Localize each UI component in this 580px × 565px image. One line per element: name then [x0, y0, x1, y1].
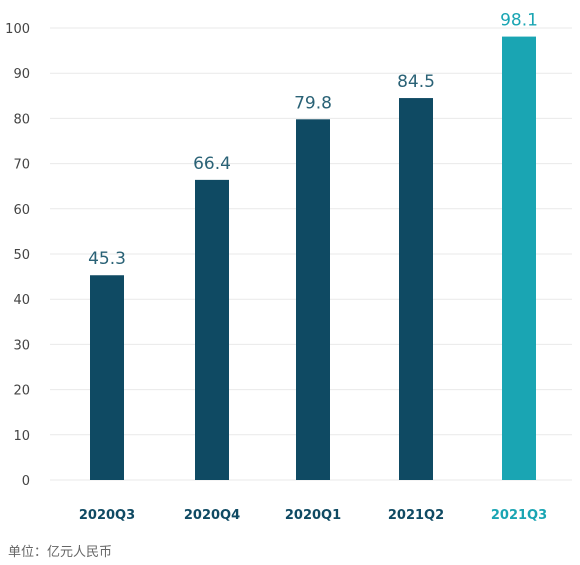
y-tick-label: 10 — [13, 429, 30, 444]
bar — [399, 98, 433, 480]
y-tick-label: 60 — [13, 203, 30, 218]
value-label: 79.8 — [294, 93, 332, 113]
x-tick-label: 2020Q1 — [285, 508, 341, 523]
y-tick-label: 20 — [13, 384, 30, 399]
x-tick-label: 2021Q2 — [388, 508, 444, 523]
y-tick-label: 40 — [13, 293, 30, 308]
y-tick-label: 70 — [13, 158, 30, 173]
bars — [90, 36, 536, 480]
bar-chart: 0 10 20 30 40 50 60 70 80 90 100 45.3 66.4 79.8 84.5 9… — [5, 11, 572, 523]
y-tick-label: 80 — [13, 112, 30, 127]
y-tick-label: 30 — [13, 338, 30, 353]
x-axis-ticks: 2020Q3 2020Q4 2020Q1 2021Q2 2021Q3 — [79, 508, 547, 523]
x-tick-label: 2020Q4 — [184, 508, 240, 523]
bar — [296, 119, 330, 480]
y-tick-label: 50 — [13, 248, 30, 263]
bar — [502, 36, 536, 480]
value-label: 98.1 — [500, 11, 538, 31]
y-tick-label: 0 — [22, 474, 30, 489]
x-tick-label: 2021Q3 — [491, 508, 547, 523]
x-tick-label: 2020Q3 — [79, 508, 135, 523]
bar — [195, 179, 229, 480]
y-tick-label: 100 — [5, 22, 30, 37]
value-label: 84.5 — [397, 72, 435, 92]
y-tick-label: 90 — [13, 67, 30, 82]
bar — [90, 275, 124, 480]
y-axis-ticks: 0 10 20 30 40 50 60 70 80 90 100 — [5, 22, 30, 489]
value-label: 66.4 — [193, 154, 231, 174]
unit-note: 单位：亿元人民币 — [8, 545, 113, 560]
value-labels: 45.3 66.4 79.8 84.5 98.1 — [88, 11, 538, 270]
value-label: 45.3 — [88, 249, 126, 269]
